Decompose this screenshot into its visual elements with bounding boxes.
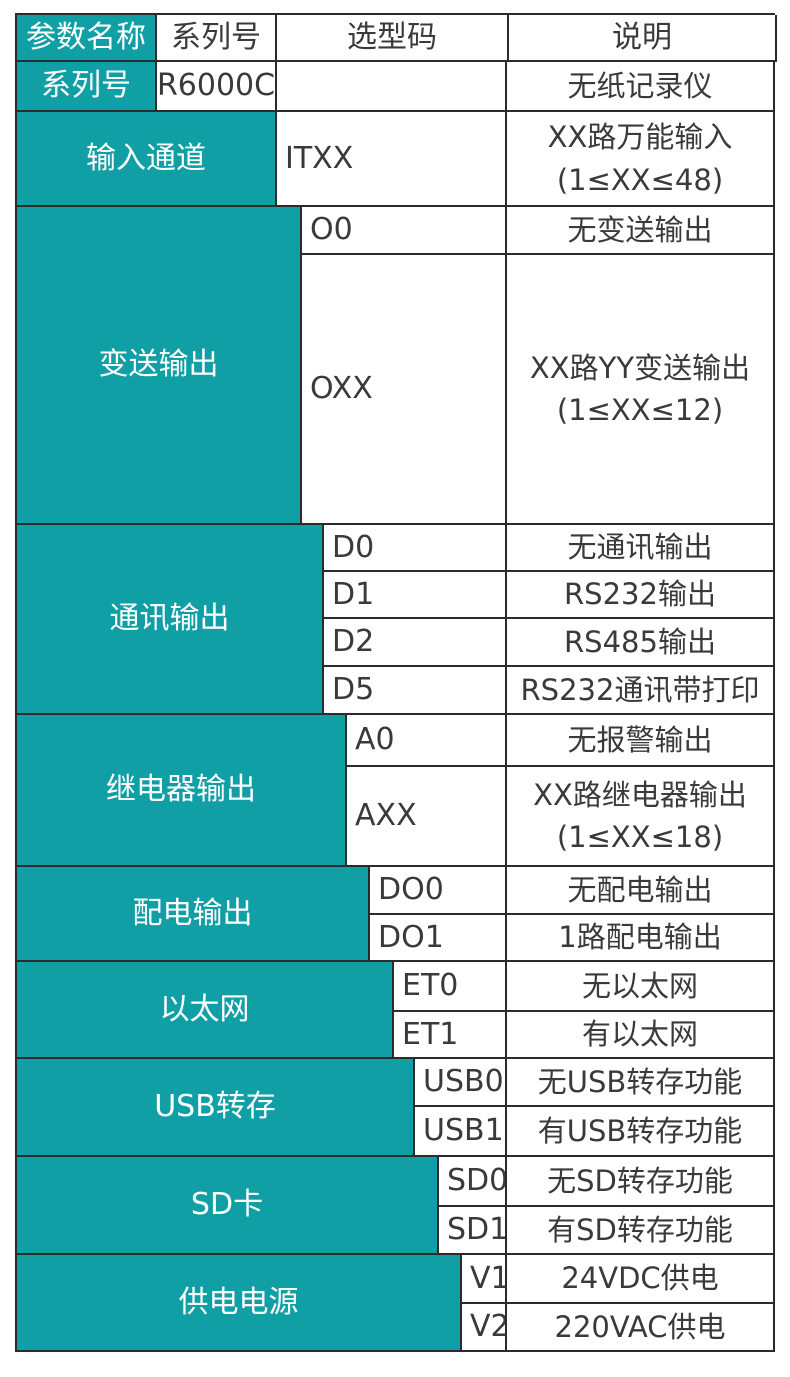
code-cell: D2 xyxy=(324,619,507,667)
blank-cell xyxy=(277,62,507,112)
code-cell: D0 xyxy=(324,525,507,572)
desc-cell: 有以太网 xyxy=(507,1012,775,1059)
desc-cell: 无以太网 xyxy=(507,962,775,1012)
code-cell: AXX xyxy=(347,767,507,867)
group-rows-series-number: R6000C 无纸记录仪 xyxy=(157,62,775,112)
code-cell: ET0 xyxy=(394,962,507,1012)
param-label-ethernet: 以太网 xyxy=(17,962,394,1059)
desc-cell: RS232通讯带打印 xyxy=(507,667,775,715)
code-cell: USB0 xyxy=(415,1059,507,1107)
option-row: DO1 1路配电输出 xyxy=(370,915,775,962)
header-cell-code: 选型码 xyxy=(277,15,509,62)
group-rows-transmit-output: O0 无变送输出 OXX XX路YY变送输出 (1≤XX≤12) xyxy=(302,207,775,525)
option-row: SD1 有SD转存功能 xyxy=(439,1207,775,1255)
desc-cell: 无SD转存功能 xyxy=(507,1157,775,1207)
desc-cell: 无纸记录仪 xyxy=(507,62,775,112)
selection-table-body: 系列号 R6000C 无纸记录仪 输入通道 ITXX XX路万能输入 (1≤XX≤48) 变… xyxy=(17,62,775,1352)
code-cell: D1 xyxy=(324,572,507,619)
param-label-power-distribution-output: 配电输出 xyxy=(17,867,370,962)
param-label-input-channels: 输入通道 xyxy=(17,112,277,207)
desc-cell: 有USB转存功能 xyxy=(507,1107,775,1157)
option-row: SD0 无SD转存功能 xyxy=(439,1157,775,1207)
desc-cell: XX路YY变送输出 (1≤XX≤12) xyxy=(507,255,775,525)
desc-cell: 无变送输出 xyxy=(507,207,775,255)
param-label-usb-transfer: USB转存 xyxy=(17,1059,415,1157)
group-row-series-number: 系列号 R6000C 无纸记录仪 xyxy=(17,62,775,112)
group-row-sd-card: SD卡 SD0 无SD转存功能 SD1 有SD转存功能 xyxy=(17,1157,775,1255)
code-cell: D5 xyxy=(324,667,507,715)
group-rows-input-channels: ITXX XX路万能输入 (1≤XX≤48) xyxy=(277,112,775,207)
code-cell: OXX xyxy=(302,255,507,525)
header-cell-param-name: 参数名称 xyxy=(17,15,157,62)
group-row-power-distribution-output: 配电输出 DO0 无配电输出 DO1 1路配电输出 xyxy=(17,867,775,962)
desc-cell: 24VDC供电 xyxy=(507,1255,775,1304)
desc-cell: XX路万能输入 (1≤XX≤48) xyxy=(507,112,775,207)
code-cell: V2 xyxy=(462,1304,507,1352)
param-label-relay-output: 继电器输出 xyxy=(17,715,347,867)
option-row: DO0 无配电输出 xyxy=(370,867,775,915)
header-cell-series: 系列号 xyxy=(157,15,277,62)
param-label-power-supply: 供电电源 xyxy=(17,1255,462,1352)
desc-cell: 有SD转存功能 xyxy=(507,1207,775,1255)
group-row-power-supply: 供电电源 V1 24VDC供电 V2 220VAC供电 xyxy=(17,1255,775,1352)
code-cell: R6000C xyxy=(157,62,277,112)
desc-cell: RS485输出 xyxy=(507,619,775,667)
param-label-sd-card: SD卡 xyxy=(17,1157,439,1255)
group-rows-usb-transfer: USB0 无USB转存功能 USB1 有USB转存功能 xyxy=(415,1059,775,1157)
code-cell: SD0 xyxy=(439,1157,507,1207)
desc-cell: 1路配电输出 xyxy=(507,915,775,962)
desc-cell: 无配电输出 xyxy=(507,867,775,915)
group-rows-ethernet: ET0 无以太网 ET1 有以太网 xyxy=(394,962,775,1059)
group-rows-sd-card: SD0 无SD转存功能 SD1 有SD转存功能 xyxy=(439,1157,775,1255)
selection-table: 参数名称 系列号 选型码 说明 系列号 R6000C 无纸记录仪 输入通道 ITXX XX… xyxy=(15,13,777,1352)
desc-cell: 无报警输出 xyxy=(507,715,775,767)
code-cell: DO1 xyxy=(370,915,507,962)
group-row-relay-output: 继电器输出 A0 无报警输出 AXX XX路继电器输出 (1≤XX≤18) xyxy=(17,715,775,867)
desc-cell: 220VAC供电 xyxy=(507,1304,775,1352)
group-row-transmit-output: 变送输出 O0 无变送输出 OXX XX路YY变送输出 (1≤XX≤12) xyxy=(17,207,775,525)
header-cell-desc: 说明 xyxy=(509,15,777,62)
group-rows-relay-output: A0 无报警输出 AXX XX路继电器输出 (1≤XX≤18) xyxy=(347,715,775,867)
code-cell: SD1 xyxy=(439,1207,507,1255)
desc-cell: XX路继电器输出 (1≤XX≤18) xyxy=(507,767,775,867)
desc-cell: 无USB转存功能 xyxy=(507,1059,775,1107)
desc-cell: RS232输出 xyxy=(507,572,775,619)
group-row-ethernet: 以太网 ET0 无以太网 ET1 有以太网 xyxy=(17,962,775,1059)
option-row: D5 RS232通讯带打印 xyxy=(324,667,775,715)
code-cell: ITXX xyxy=(277,112,507,207)
code-cell: DO0 xyxy=(370,867,507,915)
group-row-input-channels: 输入通道 ITXX XX路万能输入 (1≤XX≤48) xyxy=(17,112,775,207)
group-rows-power-distribution-output: DO0 无配电输出 DO1 1路配电输出 xyxy=(370,867,775,962)
table-header-row: 参数名称 系列号 选型码 说明 xyxy=(17,15,777,62)
option-row: ET0 无以太网 xyxy=(394,962,775,1012)
group-rows-communication-output: D0 无通讯输出 D1 RS232输出 D2 RS485输出 D5 RS232通讯带打印 xyxy=(324,525,775,715)
code-cell: O0 xyxy=(302,207,507,255)
param-label-transmit-output: 变送输出 xyxy=(17,207,302,525)
option-row: V2 220VAC供电 xyxy=(462,1304,775,1352)
option-row: O0 无变送输出 xyxy=(302,207,775,255)
desc-cell: 无通讯输出 xyxy=(507,525,775,572)
option-row: D1 RS232输出 xyxy=(324,572,775,619)
param-label-series-number: 系列号 xyxy=(17,62,157,112)
option-row: D0 无通讯输出 xyxy=(324,525,775,572)
option-row: USB0 无USB转存功能 xyxy=(415,1059,775,1107)
option-row: R6000C 无纸记录仪 xyxy=(157,62,775,112)
option-row: AXX XX路继电器输出 (1≤XX≤18) xyxy=(347,767,775,867)
option-row: D2 RS485输出 xyxy=(324,619,775,667)
option-row: USB1 有USB转存功能 xyxy=(415,1107,775,1157)
group-row-usb-transfer: USB转存 USB0 无USB转存功能 USB1 有USB转存功能 xyxy=(17,1059,775,1157)
group-row-communication-output: 通讯输出 D0 无通讯输出 D1 RS232输出 D2 RS485输出 D5 RS232通讯带打… xyxy=(17,525,775,715)
option-row: ITXX XX路万能输入 (1≤XX≤48) xyxy=(277,112,775,207)
option-row: ET1 有以太网 xyxy=(394,1012,775,1059)
option-row: A0 无报警输出 xyxy=(347,715,775,767)
option-row: OXX XX路YY变送输出 (1≤XX≤12) xyxy=(302,255,775,525)
code-cell: ET1 xyxy=(394,1012,507,1059)
code-cell: USB1 xyxy=(415,1107,507,1157)
option-row: V1 24VDC供电 xyxy=(462,1255,775,1304)
group-rows-power-supply: V1 24VDC供电 V2 220VAC供电 xyxy=(462,1255,775,1352)
code-cell: V1 xyxy=(462,1255,507,1304)
param-label-communication-output: 通讯输出 xyxy=(17,525,324,715)
code-cell: A0 xyxy=(347,715,507,767)
